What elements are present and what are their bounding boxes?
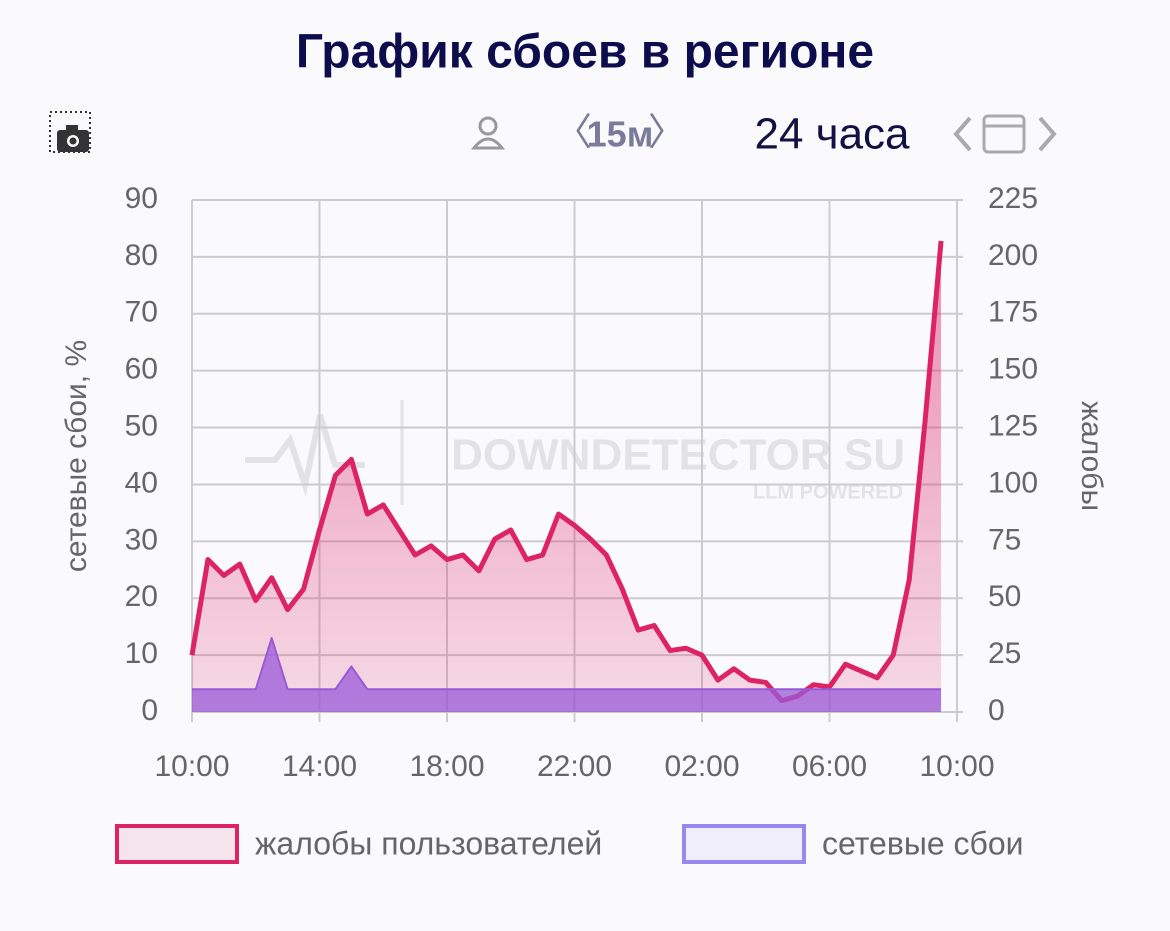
x-tick-label: 10:00 [154, 750, 229, 783]
y-tick-label: 70 [125, 296, 158, 329]
x-tick-label: 22:00 [537, 750, 612, 783]
user-icon[interactable] [470, 116, 506, 150]
y-tick-label: 10 [125, 637, 158, 670]
y-tick-label: 0 [141, 694, 158, 727]
legend-swatch [682, 824, 806, 864]
y2-tick-label: 75 [988, 523, 1021, 556]
y2-tick-label: 200 [988, 239, 1038, 272]
y2-tick-label: 150 [988, 353, 1038, 386]
y-tick-label: 80 [125, 239, 158, 272]
y-tick-label: 90 [125, 182, 158, 215]
watermark-text: DOWNDETECTOR SU [451, 431, 905, 480]
legend-label: сетевые сбои [822, 825, 1024, 861]
y2-tick-label: 175 [988, 296, 1038, 329]
x-tick-label: 02:00 [664, 750, 739, 783]
x-tick-label: 14:00 [282, 750, 357, 783]
range[interactable]: 24 часа [754, 110, 910, 159]
area-fill [192, 240, 942, 712]
y2-tick-label: 100 [988, 466, 1038, 499]
y-tick-label: 50 [125, 409, 158, 442]
area-line [189, 240, 944, 704]
x-tick-label: 18:00 [409, 750, 484, 783]
y-tick-label: 40 [125, 466, 158, 499]
y2-tick-label: 25 [988, 637, 1021, 670]
interval-selector[interactable]: 〈 15м 〉 [554, 112, 686, 154]
y2-tick-label: 0 [988, 694, 1005, 727]
legend-swatch [115, 824, 239, 864]
y2-axis-title: жалобы [1075, 401, 1108, 511]
x-tick-label: 06:00 [792, 750, 867, 783]
y2-tick-label: 225 [988, 182, 1038, 215]
interval: 15м [587, 114, 654, 155]
legend-label: жалобы пользователей [255, 825, 602, 861]
screenshot-button[interactable] [49, 111, 91, 153]
y-tick-label: 60 [125, 353, 158, 386]
chevron-left: 〈 [554, 112, 592, 154]
y2-tick-label: 50 [988, 580, 1021, 613]
x-tick-label: 10:00 [919, 750, 994, 783]
y2-tick-label: 125 [988, 409, 1038, 442]
y-tick-label: 20 [125, 580, 158, 613]
watermark-subtext: LLM POWERED [753, 481, 903, 503]
chevron-right: 〉 [648, 112, 686, 154]
title: График сбоев в регионе [296, 26, 874, 79]
y-tick-label: 30 [125, 523, 158, 556]
area-line [192, 637, 942, 691]
calendar-nav[interactable] [953, 114, 1057, 154]
y-axis-title: сетевые сбои, % [60, 340, 93, 572]
area-fill [192, 638, 942, 712]
